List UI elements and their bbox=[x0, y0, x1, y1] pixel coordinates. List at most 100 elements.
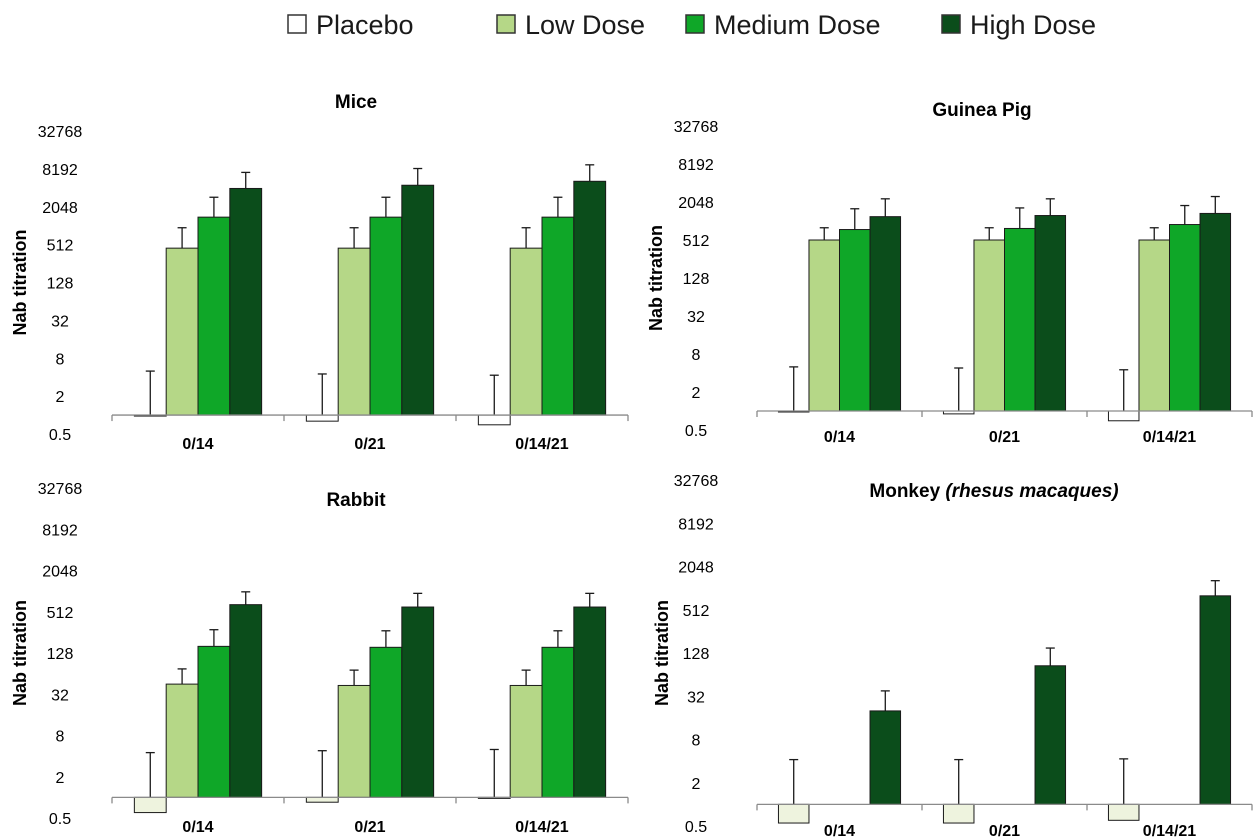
chart-title: Monkey (rhesus macaques) bbox=[869, 481, 1118, 502]
bar-medium-dose bbox=[1004, 227, 1036, 412]
bar-placebo bbox=[305, 796, 339, 803]
legend-swatch bbox=[941, 14, 961, 34]
bar-placebo bbox=[777, 803, 810, 824]
x-category-label: 0/21 bbox=[989, 429, 1020, 446]
x-category-label: 0/14 bbox=[824, 429, 855, 446]
y-tick-label: 8 bbox=[56, 351, 65, 368]
y-tick-label: 8192 bbox=[678, 516, 714, 533]
legend-item-1: Low Dose bbox=[496, 10, 645, 40]
x-category-label: 0/14/21 bbox=[1143, 429, 1196, 446]
bar-medium-dose bbox=[1169, 224, 1201, 412]
y-tick-label: 8192 bbox=[678, 157, 714, 174]
bar-low-dose bbox=[165, 247, 199, 416]
y-tick-label: 512 bbox=[47, 605, 74, 622]
legend-swatch bbox=[496, 14, 516, 34]
chart-title: Guinea Pig bbox=[932, 100, 1031, 121]
x-category-label: 0/14 bbox=[182, 819, 213, 836]
bar-medium-dose bbox=[197, 645, 231, 798]
bar-low-dose bbox=[509, 247, 543, 416]
bar-high-dose bbox=[869, 216, 902, 412]
bar-low-dose bbox=[337, 247, 371, 416]
legend-swatch bbox=[685, 14, 705, 34]
x-category-label: 0/21 bbox=[354, 436, 385, 453]
chart-title-text: Monkey bbox=[869, 481, 945, 502]
bar-low-dose bbox=[1138, 239, 1170, 412]
bar-high-dose bbox=[1034, 665, 1067, 805]
legend-label: Low Dose bbox=[525, 10, 645, 40]
bar-low-dose bbox=[337, 684, 371, 798]
bar-placebo bbox=[1107, 803, 1140, 821]
legend-item-2: Medium Dose bbox=[685, 10, 881, 40]
y-tick-label: 32768 bbox=[38, 124, 83, 141]
bar-high-dose bbox=[573, 180, 607, 416]
bar-placebo bbox=[942, 803, 975, 824]
bar-low-dose bbox=[808, 239, 840, 412]
x-category-label: 0/14 bbox=[182, 436, 213, 453]
x-category-label: 0/14/21 bbox=[1143, 823, 1196, 839]
chart-title-italic: (rhesus macaques) bbox=[945, 481, 1118, 502]
bar-low-dose bbox=[165, 683, 199, 798]
bar-high-dose bbox=[573, 606, 607, 798]
y-tick-label: 8 bbox=[692, 347, 701, 364]
y-tick-label: 0.5 bbox=[685, 819, 707, 836]
y-tick-label: 32768 bbox=[674, 473, 719, 490]
bar-medium-dose bbox=[541, 216, 575, 416]
chart-title-text: Guinea Pig bbox=[932, 100, 1031, 121]
x-category-label: 0/21 bbox=[989, 823, 1020, 839]
legend-swatch bbox=[287, 14, 307, 34]
y-tick-label: 2048 bbox=[42, 200, 78, 217]
y-axis-label: Nab titration bbox=[646, 225, 666, 331]
legend-label: Medium Dose bbox=[714, 10, 881, 40]
chart-panel-2: Rabbit Nab titration 32768 8192 2048 512 128 32… bbox=[10, 481, 629, 836]
legend-item-3: High Dose bbox=[941, 10, 1096, 40]
legend-item-0: Placebo bbox=[287, 10, 414, 40]
x-category-label: 0/14/21 bbox=[515, 819, 568, 836]
bar-high-dose bbox=[1199, 212, 1232, 412]
chart-title-text: Rabbit bbox=[326, 490, 386, 511]
y-tick-label: 128 bbox=[47, 646, 74, 663]
y-tick-label: 32 bbox=[51, 687, 69, 704]
y-axis-label: Nab titration bbox=[10, 600, 30, 706]
y-tick-label: 0.5 bbox=[49, 811, 71, 828]
y-tick-label: 2 bbox=[692, 385, 701, 402]
bar-low-dose bbox=[509, 684, 543, 798]
chart-title: Mice bbox=[335, 92, 377, 113]
y-tick-label: 512 bbox=[683, 233, 710, 250]
bar-high-dose bbox=[401, 606, 435, 798]
y-tick-label: 128 bbox=[683, 271, 710, 288]
y-tick-label: 2 bbox=[56, 389, 65, 406]
chart-title-text: Mice bbox=[335, 92, 377, 113]
y-tick-label: 2048 bbox=[42, 564, 78, 581]
bar-medium-dose bbox=[839, 229, 871, 412]
y-tick-label: 32 bbox=[687, 309, 705, 326]
bar-medium-dose bbox=[369, 216, 403, 416]
legend-label: Placebo bbox=[316, 10, 414, 40]
y-tick-label: 8 bbox=[692, 733, 701, 750]
y-tick-label: 128 bbox=[683, 646, 710, 663]
chart-panel-1: Guinea Pig Nab titration 32768 8192 2048 512 1… bbox=[646, 100, 1253, 446]
bar-high-dose bbox=[1199, 595, 1232, 805]
bar-medium-dose bbox=[369, 646, 403, 798]
bar-high-dose bbox=[229, 187, 263, 416]
x-category-label: 0/21 bbox=[354, 819, 385, 836]
y-tick-label: 512 bbox=[47, 238, 74, 255]
bar-high-dose bbox=[229, 604, 263, 798]
y-tick-label: 32 bbox=[51, 313, 69, 330]
y-tick-label: 8192 bbox=[42, 522, 78, 539]
bar-medium-dose bbox=[541, 646, 575, 798]
chart-panel-0: Mice Nab titration 32768 8192 2048 512 128 32 8 2… bbox=[10, 92, 629, 453]
y-tick-label: 32768 bbox=[38, 481, 83, 498]
bar-placebo bbox=[477, 414, 511, 426]
bar-placebo bbox=[133, 796, 167, 814]
y-tick-label: 0.5 bbox=[49, 427, 71, 444]
chart-title: Rabbit bbox=[326, 490, 386, 511]
y-axis-label: Nab titration bbox=[10, 230, 30, 336]
chart-panel-3: Monkey (rhesus macaques) Nab titration 327… bbox=[652, 473, 1253, 839]
x-category-label: 0/14/21 bbox=[515, 436, 568, 453]
bar-high-dose bbox=[401, 184, 435, 416]
bar-placebo bbox=[1107, 410, 1140, 422]
y-tick-label: 8192 bbox=[42, 162, 78, 179]
bar-high-dose bbox=[869, 710, 902, 805]
bar-low-dose bbox=[973, 239, 1005, 412]
